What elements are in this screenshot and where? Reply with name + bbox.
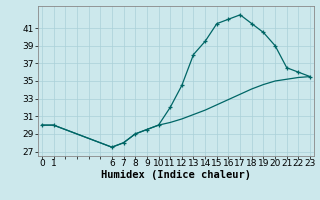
X-axis label: Humidex (Indice chaleur): Humidex (Indice chaleur)	[101, 170, 251, 180]
